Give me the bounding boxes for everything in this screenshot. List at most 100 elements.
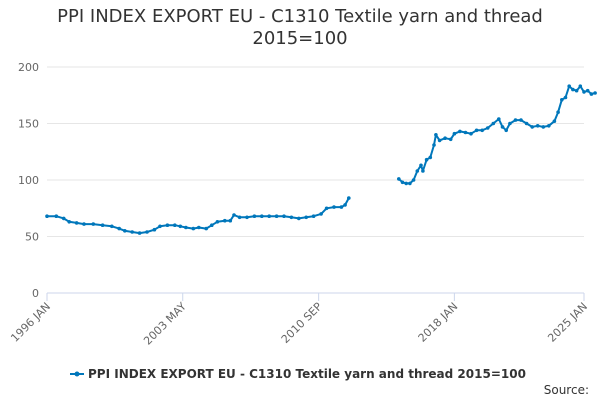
data-point — [404, 181, 409, 186]
legend-label: PPI INDEX EXPORT EU - C1310 Textile yarn… — [88, 367, 526, 381]
data-point — [252, 214, 257, 218]
data-point — [178, 224, 183, 229]
data-point — [123, 229, 127, 233]
data-point — [137, 231, 142, 235]
data-point — [452, 131, 457, 136]
data-point — [474, 128, 479, 133]
data-point — [343, 203, 347, 207]
data-point — [204, 226, 208, 231]
x-tick-label: 2018 JAN — [416, 300, 461, 345]
data-point — [428, 155, 433, 160]
data-point — [260, 214, 264, 218]
data-point — [485, 126, 490, 130]
data-point — [232, 213, 236, 217]
data-point — [563, 95, 568, 100]
data-point — [339, 205, 344, 209]
data-point — [560, 98, 564, 102]
data-point — [100, 223, 105, 227]
data-point — [267, 214, 272, 218]
data-point — [443, 136, 447, 140]
data-point — [491, 121, 496, 126]
data-point — [282, 214, 286, 218]
data-point — [432, 143, 436, 147]
data-point — [184, 225, 188, 230]
data-point — [500, 125, 505, 129]
data-point — [324, 206, 329, 211]
data-point — [332, 205, 336, 209]
data-point — [463, 130, 468, 135]
data-point — [91, 222, 96, 226]
legend-dot-marker — [74, 371, 80, 377]
data-point — [297, 216, 301, 221]
x-tick-label: 2025 JAN — [545, 300, 590, 345]
data-point — [556, 110, 560, 114]
chart-title-line1: PPI INDEX EXPORT EU - C1310 Textile yarn… — [57, 6, 543, 27]
data-point — [304, 215, 309, 220]
x-axis: 1996 JAN 2003 MAY 2010 SEP 2018 JAN 2025 JAN — [8, 292, 590, 348]
data-point — [547, 124, 551, 128]
data-point — [274, 214, 279, 218]
data-point — [173, 223, 177, 227]
data-point — [45, 214, 49, 218]
data-point — [245, 215, 249, 220]
data-point — [397, 177, 401, 181]
data-point — [541, 125, 546, 129]
y-tick-label: 100 — [18, 174, 39, 187]
data-point — [311, 214, 316, 218]
data-point — [228, 218, 233, 223]
data-point — [67, 220, 71, 224]
data-point — [223, 218, 227, 223]
data-point — [117, 226, 121, 231]
y-tick-label: 0 — [32, 287, 39, 300]
data-point — [347, 196, 351, 200]
data-point — [535, 124, 540, 128]
data-point — [237, 215, 242, 220]
data-point — [480, 128, 485, 133]
data-point — [574, 88, 579, 93]
data-point — [437, 138, 442, 143]
x-tick-label: 2010 SEP — [279, 300, 325, 346]
data-point — [152, 227, 157, 232]
data-point — [582, 90, 586, 94]
data-point — [552, 119, 557, 123]
data-point — [458, 129, 462, 134]
legend[interactable]: PPI INDEX EXPORT EU - C1310 Textile yarn… — [70, 367, 526, 381]
data-point — [571, 87, 575, 92]
data-point — [408, 181, 412, 186]
series-line — [398, 85, 596, 185]
data-point — [530, 125, 534, 129]
y-tick-label: 200 — [18, 61, 39, 74]
data-point — [513, 118, 518, 122]
data-point — [191, 226, 196, 231]
data-point — [448, 137, 453, 142]
grid-lines — [47, 66, 584, 237]
data-point — [82, 222, 86, 226]
chart-title: PPI INDEX EXPORT EU - C1310 Textile yarn… — [0, 6, 600, 50]
data-point — [508, 121, 512, 126]
data-point — [424, 157, 429, 162]
data-point — [74, 221, 79, 225]
data-point — [130, 230, 134, 234]
data-point — [585, 88, 590, 93]
data-point — [578, 84, 583, 88]
data-point — [421, 169, 425, 173]
source-label: Source: — [544, 383, 589, 397]
data-point — [54, 214, 59, 218]
data-point — [145, 230, 149, 234]
chart-title-line2: 2015=100 — [252, 28, 348, 49]
data-point — [593, 91, 597, 95]
data-point — [497, 117, 501, 121]
data-point — [519, 118, 523, 122]
data-point — [419, 163, 423, 168]
data-point — [197, 225, 201, 230]
x-tick-label: 1996 JAN — [8, 300, 53, 345]
data-point — [469, 131, 473, 136]
y-tick-label: 150 — [18, 118, 39, 131]
data-point — [524, 121, 529, 126]
data-point — [215, 220, 220, 224]
data-point — [415, 169, 420, 173]
y-tick-label: 50 — [25, 231, 39, 244]
data-point — [61, 216, 66, 221]
data-point — [411, 178, 416, 182]
data-point — [158, 224, 162, 229]
